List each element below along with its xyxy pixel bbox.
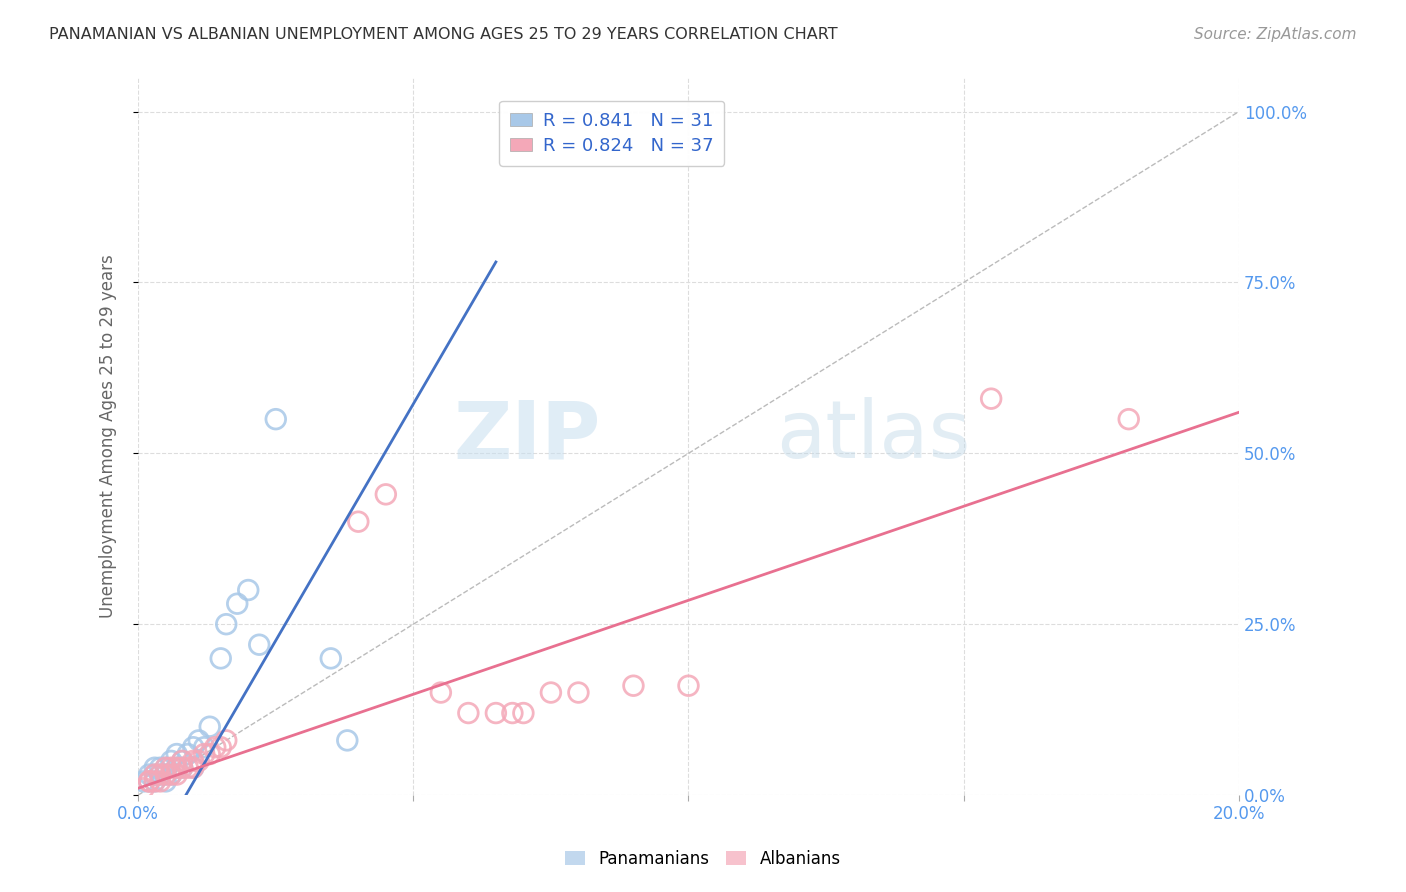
Point bbox=[132, 781, 155, 796]
Y-axis label: Unemployment Among Ages 25 to 29 years: Unemployment Among Ages 25 to 29 years bbox=[100, 254, 117, 618]
Point bbox=[226, 597, 249, 611]
Point bbox=[155, 761, 177, 775]
Point bbox=[198, 720, 221, 734]
Point bbox=[149, 767, 172, 781]
Point bbox=[336, 733, 359, 747]
Point bbox=[138, 774, 160, 789]
Point bbox=[187, 754, 209, 768]
Point bbox=[457, 706, 479, 720]
Point bbox=[172, 754, 194, 768]
Point bbox=[155, 761, 177, 775]
Point bbox=[166, 767, 188, 781]
Point bbox=[143, 767, 166, 781]
Point bbox=[166, 761, 188, 775]
Point bbox=[143, 774, 166, 789]
Point bbox=[319, 651, 342, 665]
Point bbox=[177, 747, 200, 761]
Point bbox=[177, 761, 200, 775]
Text: atlas: atlas bbox=[776, 397, 972, 475]
Text: Source: ZipAtlas.com: Source: ZipAtlas.com bbox=[1194, 27, 1357, 42]
Point bbox=[1118, 412, 1140, 426]
Point bbox=[155, 767, 177, 781]
Point bbox=[160, 767, 183, 781]
Point bbox=[264, 412, 287, 426]
Point bbox=[149, 761, 172, 775]
Point bbox=[172, 761, 194, 775]
Point bbox=[512, 706, 534, 720]
Point bbox=[215, 617, 238, 632]
Text: ZIP: ZIP bbox=[453, 397, 600, 475]
Point bbox=[187, 733, 209, 747]
Point bbox=[209, 740, 232, 755]
Point bbox=[166, 761, 188, 775]
Point bbox=[138, 767, 160, 781]
Point bbox=[155, 767, 177, 781]
Point bbox=[160, 761, 183, 775]
Point bbox=[678, 679, 700, 693]
Point bbox=[238, 582, 260, 597]
Point bbox=[374, 487, 396, 501]
Point bbox=[485, 706, 508, 720]
Point bbox=[143, 774, 166, 789]
Point bbox=[155, 774, 177, 789]
Point bbox=[247, 638, 270, 652]
Point bbox=[149, 767, 172, 781]
Point bbox=[172, 761, 194, 775]
Point bbox=[138, 774, 160, 789]
Point bbox=[204, 740, 226, 755]
Point bbox=[567, 685, 589, 699]
Point bbox=[132, 774, 155, 789]
Point bbox=[209, 651, 232, 665]
Point bbox=[623, 679, 645, 693]
Point bbox=[430, 685, 453, 699]
Point bbox=[215, 733, 238, 747]
Point bbox=[160, 754, 183, 768]
Point bbox=[347, 515, 370, 529]
Point bbox=[160, 767, 183, 781]
Point bbox=[198, 747, 221, 761]
Point bbox=[501, 706, 523, 720]
Point bbox=[193, 747, 215, 761]
Point bbox=[143, 767, 166, 781]
Point bbox=[980, 392, 1002, 406]
Point bbox=[149, 774, 172, 789]
Point bbox=[172, 754, 194, 768]
Point bbox=[166, 747, 188, 761]
Legend: R = 0.841   N = 31, R = 0.824   N = 37: R = 0.841 N = 31, R = 0.824 N = 37 bbox=[499, 101, 724, 166]
Point bbox=[181, 761, 204, 775]
Point bbox=[181, 740, 204, 755]
Point bbox=[193, 740, 215, 755]
Point bbox=[540, 685, 562, 699]
Point bbox=[138, 774, 160, 789]
Point bbox=[181, 754, 204, 768]
Point bbox=[181, 761, 204, 775]
Text: PANAMANIAN VS ALBANIAN UNEMPLOYMENT AMONG AGES 25 TO 29 YEARS CORRELATION CHART: PANAMANIAN VS ALBANIAN UNEMPLOYMENT AMON… bbox=[49, 27, 838, 42]
Point bbox=[143, 761, 166, 775]
Legend: Panamanians, Albanians: Panamanians, Albanians bbox=[558, 844, 848, 875]
